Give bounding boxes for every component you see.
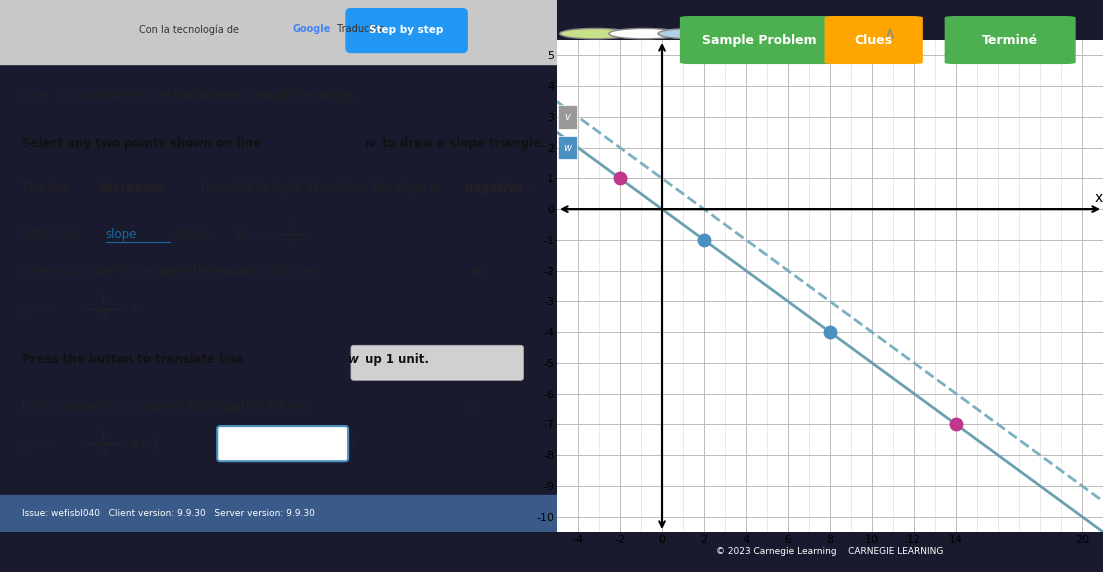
Text: 2: 2 <box>99 446 107 459</box>
Text: w: w <box>564 142 571 153</box>
FancyBboxPatch shape <box>944 16 1075 64</box>
Text: Step by step: Step by step <box>370 25 443 35</box>
Text: of line: of line <box>170 228 214 241</box>
Text: :: : <box>483 265 488 278</box>
Text: Line: Line <box>22 89 51 102</box>
Text: 1: 1 <box>99 430 107 443</box>
Circle shape <box>757 29 827 39</box>
Text: x: x <box>122 302 138 315</box>
Text: :: : <box>476 400 480 414</box>
Text: ): ) <box>350 438 355 451</box>
Text: slope: slope <box>106 228 137 241</box>
Text: 2: 2 <box>99 310 107 323</box>
Text: v: v <box>465 400 472 414</box>
Text: from left to right. Therefore, the slope is: from left to right. Therefore, the slope… <box>197 182 443 196</box>
Text: Traductor: Traductor <box>334 24 384 34</box>
Text: negative: negative <box>465 182 523 196</box>
FancyBboxPatch shape <box>345 8 468 53</box>
Text: : −: : − <box>249 228 267 241</box>
Text: x: x <box>1094 192 1103 205</box>
Text: v: v <box>565 112 570 122</box>
Text: Enter a number to complete the equation for line: Enter a number to complete the equation … <box>22 265 318 278</box>
Text: w: w <box>471 265 480 278</box>
Circle shape <box>658 29 729 39</box>
Text: ∧: ∧ <box>884 25 896 43</box>
Bar <box>558 105 577 129</box>
Text: 1: 1 <box>99 294 107 307</box>
Text: x+ (: x+ ( <box>122 438 158 451</box>
Text: Enter the: Enter the <box>22 228 77 241</box>
Text: Select any two points shown on line: Select any two points shown on line <box>22 137 266 150</box>
Circle shape <box>609 29 679 39</box>
Text: y= −: y= − <box>22 302 55 315</box>
Text: w: w <box>349 352 358 366</box>
Text: w: w <box>365 137 376 150</box>
Circle shape <box>707 29 778 39</box>
Text: Google: Google <box>292 24 331 34</box>
Circle shape <box>805 29 877 39</box>
Text: Con la tecnología de: Con la tecnología de <box>139 24 243 34</box>
FancyBboxPatch shape <box>679 16 838 64</box>
Text: The line: The line <box>22 182 73 196</box>
Text: 2: 2 <box>289 235 297 248</box>
Text: decreases: decreases <box>97 182 164 196</box>
Text: © 2023 Carnegie Learning    CARNEGIE LEARNING: © 2023 Carnegie Learning CARNEGIE LEARNI… <box>716 547 944 557</box>
Text: to draw a slope triangle.: to draw a slope triangle. <box>377 137 545 150</box>
Text: .: . <box>526 182 534 196</box>
Text: 1: 1 <box>289 220 297 233</box>
Text: up 1 unit.: up 1 unit. <box>361 352 429 366</box>
Text: Issue: wefisbl040   Client version: 9.9.30   Server version: 9.9.30: Issue: wefisbl040 Client version: 9.9.30… <box>22 509 315 518</box>
Text: Clues: Clues <box>855 34 892 46</box>
Bar <box>0 0 557 64</box>
FancyBboxPatch shape <box>825 16 923 64</box>
Bar <box>558 136 577 160</box>
Text: Enter numbers to complete the equation for line: Enter numbers to complete the equation f… <box>22 400 313 414</box>
Circle shape <box>559 29 631 39</box>
Text: y= −: y= − <box>22 438 55 451</box>
Text: Terminé: Terminé <box>982 34 1038 46</box>
Bar <box>0 495 557 532</box>
Text: w: w <box>237 228 246 241</box>
FancyBboxPatch shape <box>351 345 524 380</box>
FancyBboxPatch shape <box>217 426 349 461</box>
Text: is a straight line that passes through the origin.: is a straight line that passes through t… <box>69 89 356 102</box>
Text: Press the button to translate line: Press the button to translate line <box>22 352 248 366</box>
Text: w: w <box>58 89 68 102</box>
Text: Sample Problem: Sample Problem <box>702 34 816 46</box>
